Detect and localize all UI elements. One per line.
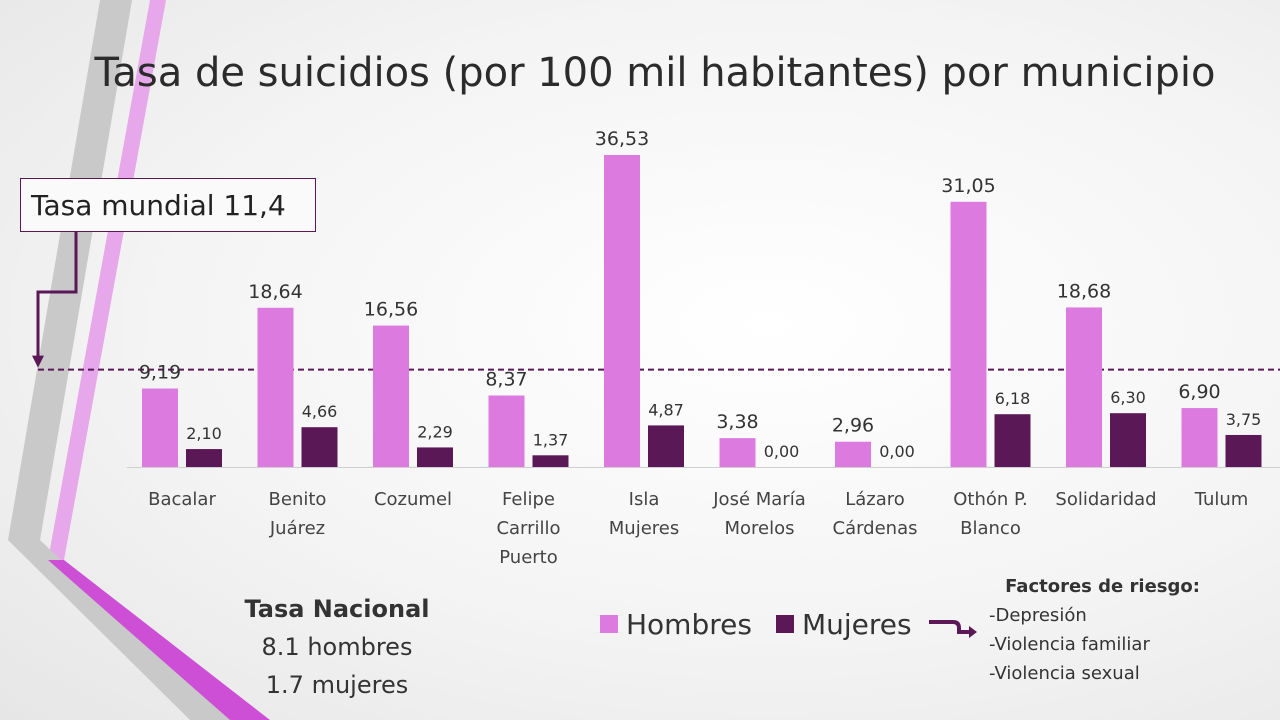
legend-item-mujeres: Mujeres <box>775 607 912 641</box>
legend-label-mujeres: Mujeres <box>801 607 912 641</box>
category-label: Lázaro <box>845 489 905 510</box>
data-label-hombres: 18,64 <box>248 281 302 303</box>
bar-hombres <box>142 388 178 467</box>
category-label: Blanco <box>960 518 1021 539</box>
national-rate: Tasa Nacional 8.1 hombres 1.7 mujeres <box>232 590 442 704</box>
world-rate-box: Tasa mundial 11,4 <box>20 178 316 232</box>
data-label-mujeres: 6,18 <box>995 389 1031 408</box>
data-label-hombres: 36,53 <box>595 128 649 150</box>
bar-mujeres <box>186 449 222 467</box>
curved-arrow-icon <box>929 620 977 638</box>
data-label-mujeres: 3,75 <box>1226 410 1262 429</box>
data-label-hombres: 6,90 <box>1178 381 1220 403</box>
world-rate-label: Tasa mundial 11,4 <box>31 189 286 222</box>
category-label: Tulum <box>1194 489 1249 510</box>
bar-mujeres <box>648 425 684 467</box>
bar-hombres <box>1066 307 1102 467</box>
data-label-hombres: 31,05 <box>941 175 995 197</box>
data-label-mujeres: 0,00 <box>764 442 800 461</box>
data-label-hombres: 2,96 <box>832 415 874 437</box>
bar-hombres <box>488 395 525 467</box>
data-label-hombres: 16,56 <box>364 299 418 321</box>
category-label: Bacalar <box>148 489 216 510</box>
category-label: Puerto <box>499 547 558 568</box>
category-label: Morelos <box>724 518 794 539</box>
data-label-mujeres: 4,66 <box>302 402 338 421</box>
data-label-hombres: 8,37 <box>485 369 527 391</box>
bar-hombres <box>719 438 756 467</box>
bar-hombres <box>835 441 871 467</box>
category-label: Solidaridad <box>1055 489 1156 510</box>
risk-factors-heading: Factores de riesgo: <box>1005 576 1200 597</box>
bar-mujeres <box>417 447 453 467</box>
bar-mujeres <box>1110 413 1146 467</box>
bar-hombres <box>604 155 640 467</box>
bar-mujeres <box>994 414 1031 467</box>
category-label: José María <box>712 489 806 510</box>
national-rate-men: 8.1 hombres <box>261 633 413 661</box>
data-label-mujeres: 2,10 <box>186 424 222 443</box>
data-label-hombres: 9,19 <box>139 362 181 384</box>
legend-label-hombres: Hombres <box>626 607 752 641</box>
data-label-mujeres: 0,00 <box>879 442 915 461</box>
bar-hombres <box>1181 408 1218 467</box>
category-label: Juárez <box>269 518 325 539</box>
world-rate-arrow-icon <box>32 355 44 368</box>
data-label-hombres: 3,38 <box>716 411 758 433</box>
data-label-mujeres: 2,29 <box>417 422 453 441</box>
world-rate-connector <box>36 232 78 358</box>
legend-swatch-hombres <box>600 615 618 633</box>
category-label: Felipe <box>502 489 555 510</box>
risk-factor-item: -Violencia sexual <box>989 663 1140 684</box>
bar-hombres <box>257 307 294 467</box>
category-label: Carrillo <box>496 518 560 539</box>
bar-mujeres <box>1225 434 1262 467</box>
data-label-mujeres: 6,30 <box>1110 388 1146 407</box>
bar-hombres <box>373 325 409 467</box>
category-label: Cozumel <box>374 489 452 510</box>
bar-mujeres <box>532 455 569 467</box>
legend-item-hombres: Hombres <box>600 608 752 641</box>
category-label: Cárdenas <box>833 518 918 539</box>
category-label: Othón P. <box>953 489 1028 510</box>
bar-mujeres <box>301 427 338 467</box>
category-label: Mujeres <box>609 518 679 539</box>
legend-swatch-mujeres <box>775 615 794 633</box>
chart-legend: Hombres Mujeres <box>600 606 936 642</box>
data-label-mujeres: 1,37 <box>533 430 569 449</box>
category-label: Benito <box>269 489 327 510</box>
data-label-mujeres: 4,87 <box>648 400 684 419</box>
national-rate-women: 1.7 mujeres <box>265 671 409 699</box>
risk-factor-item: -Violencia familiar <box>989 634 1150 655</box>
risk-factors: Factores de riesgo: -Depresión -Violenci… <box>985 572 1245 688</box>
national-rate-heading: Tasa Nacional <box>244 595 430 623</box>
data-label-hombres: 18,68 <box>1057 280 1111 302</box>
category-label: Isla <box>629 489 660 510</box>
risk-factor-item: -Depresión <box>989 605 1087 626</box>
bar-hombres <box>950 201 987 468</box>
page-title: Tasa de suicidios (por 100 mil habitante… <box>94 50 1216 96</box>
